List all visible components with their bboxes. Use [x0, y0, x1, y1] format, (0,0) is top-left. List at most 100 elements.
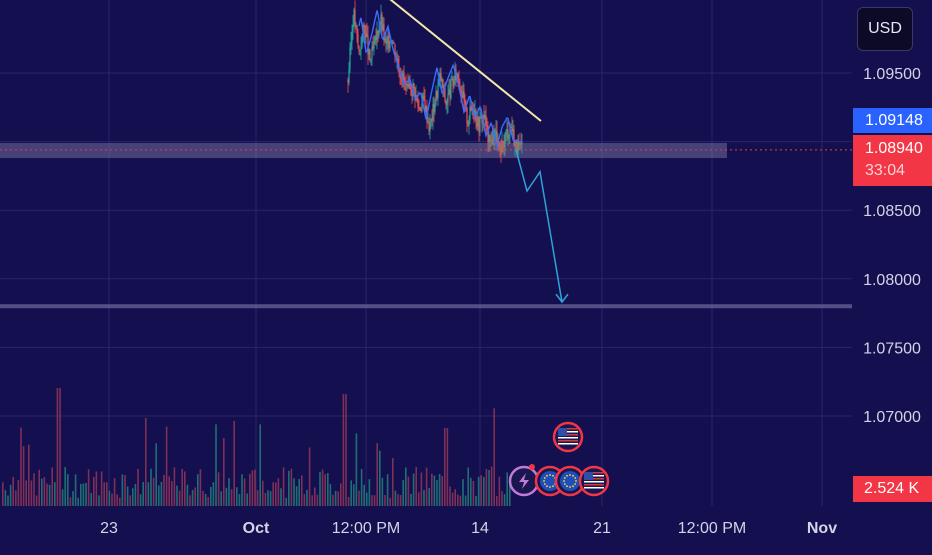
- y-tick-label: 1.07500: [863, 340, 921, 357]
- volume-bar: [111, 493, 113, 506]
- candle-body: [514, 141, 516, 146]
- volume-bar: [324, 474, 326, 506]
- candle-body: [464, 100, 466, 103]
- volume-bar: [282, 467, 285, 506]
- candle-body: [394, 43, 396, 58]
- eu-star: [549, 474, 551, 476]
- candle-body: [375, 36, 377, 41]
- volume-bar: [399, 495, 402, 506]
- volume-bar: [314, 487, 316, 506]
- last-price-value: 1.08940: [865, 140, 923, 157]
- drawings[interactable]: [358, 0, 569, 304]
- volume-bar: [389, 497, 391, 506]
- eu-flag-field: [540, 471, 560, 491]
- volume-bar: [269, 491, 272, 506]
- volume-bar: [295, 486, 298, 506]
- candle-body: [447, 93, 449, 103]
- eu-star: [543, 480, 545, 482]
- candle-body: [469, 106, 471, 121]
- volume-bar: [420, 472, 423, 506]
- volume-bar: [126, 486, 129, 506]
- us-flag-canton: [558, 428, 567, 436]
- volume-bar: [444, 428, 446, 506]
- candle-body: [492, 129, 494, 144]
- candle-body: [516, 141, 518, 156]
- candle-body: [486, 125, 488, 127]
- candle-body: [365, 33, 367, 38]
- volume-bar: [451, 492, 454, 506]
- volume-bar: [259, 424, 261, 506]
- volume-bar: [20, 427, 22, 506]
- candle-body: [500, 147, 502, 153]
- candle-body: [354, 9, 356, 27]
- us-flag-icon[interactable]: [578, 465, 610, 497]
- volume-bar: [285, 497, 287, 506]
- volume-bar: [311, 495, 313, 506]
- volume-bar: [428, 487, 430, 506]
- volume-bar: [407, 476, 410, 506]
- candle-body: [489, 134, 491, 142]
- volume-bar: [100, 471, 103, 506]
- volume-bar: [490, 466, 493, 506]
- candle-body: [520, 142, 522, 145]
- candle-body: [396, 58, 398, 60]
- volume-bar: [150, 468, 152, 506]
- target-level-line: [0, 304, 852, 309]
- volume-bar: [59, 388, 61, 506]
- candle-body: [487, 125, 489, 143]
- economic-events[interactable]: [508, 421, 610, 497]
- us-flag-icon[interactable]: [552, 421, 584, 453]
- volume-bar: [501, 491, 503, 506]
- volume-bar: [431, 473, 433, 506]
- volume-bar: [67, 474, 69, 506]
- volume-bar: [410, 493, 412, 506]
- lightning-icon[interactable]: [508, 465, 540, 497]
- volume-bar: [230, 489, 233, 506]
- volume-bar: [327, 472, 329, 506]
- volume-bar: [254, 469, 256, 506]
- volume-bar: [503, 494, 506, 506]
- volume-bar: [379, 450, 381, 506]
- volume-bar: [316, 494, 319, 506]
- volume-bar: [38, 469, 40, 506]
- us-flag-stripe: [584, 472, 604, 474]
- volume-bar: [30, 480, 33, 506]
- volume-bar: [228, 478, 230, 506]
- volume-bar: [238, 494, 241, 506]
- candle-body: [454, 69, 456, 81]
- candle-body: [363, 25, 365, 27]
- volume-bar: [459, 495, 462, 506]
- volume-bar: [264, 492, 267, 506]
- volume-bar: [72, 491, 74, 506]
- candle-body: [491, 140, 493, 144]
- eu-star: [552, 485, 554, 488]
- candle-body: [445, 101, 447, 105]
- candle-body: [495, 130, 497, 136]
- candle-body: [429, 121, 431, 132]
- candle-body: [425, 105, 427, 112]
- candle-body: [348, 69, 350, 83]
- us-flag-canton: [584, 472, 593, 480]
- candle-body: [368, 49, 370, 55]
- candle-body: [350, 42, 352, 48]
- candle-body: [510, 127, 512, 129]
- volume-bar: [373, 495, 376, 506]
- volume-bar: [69, 497, 72, 506]
- volume-bar: [480, 475, 482, 506]
- candle-body: [414, 87, 416, 101]
- eu-flag-icon[interactable]: [554, 465, 586, 497]
- eu-star: [572, 474, 574, 477]
- volume-bar: [85, 482, 87, 506]
- volume-bar: [394, 490, 397, 506]
- volume-bar: [152, 477, 155, 506]
- volume-bar: [308, 447, 311, 506]
- volume-bar: [363, 484, 365, 506]
- currency-button[interactable]: USD: [857, 7, 913, 51]
- candle-body: [519, 142, 521, 146]
- candle-body: [515, 141, 517, 143]
- time-axis[interactable]: 23 Oct 12:00 PM 14 21 12:00 PM Nov: [100, 520, 837, 537]
- candle-body: [366, 33, 368, 37]
- candle-body: [351, 31, 353, 43]
